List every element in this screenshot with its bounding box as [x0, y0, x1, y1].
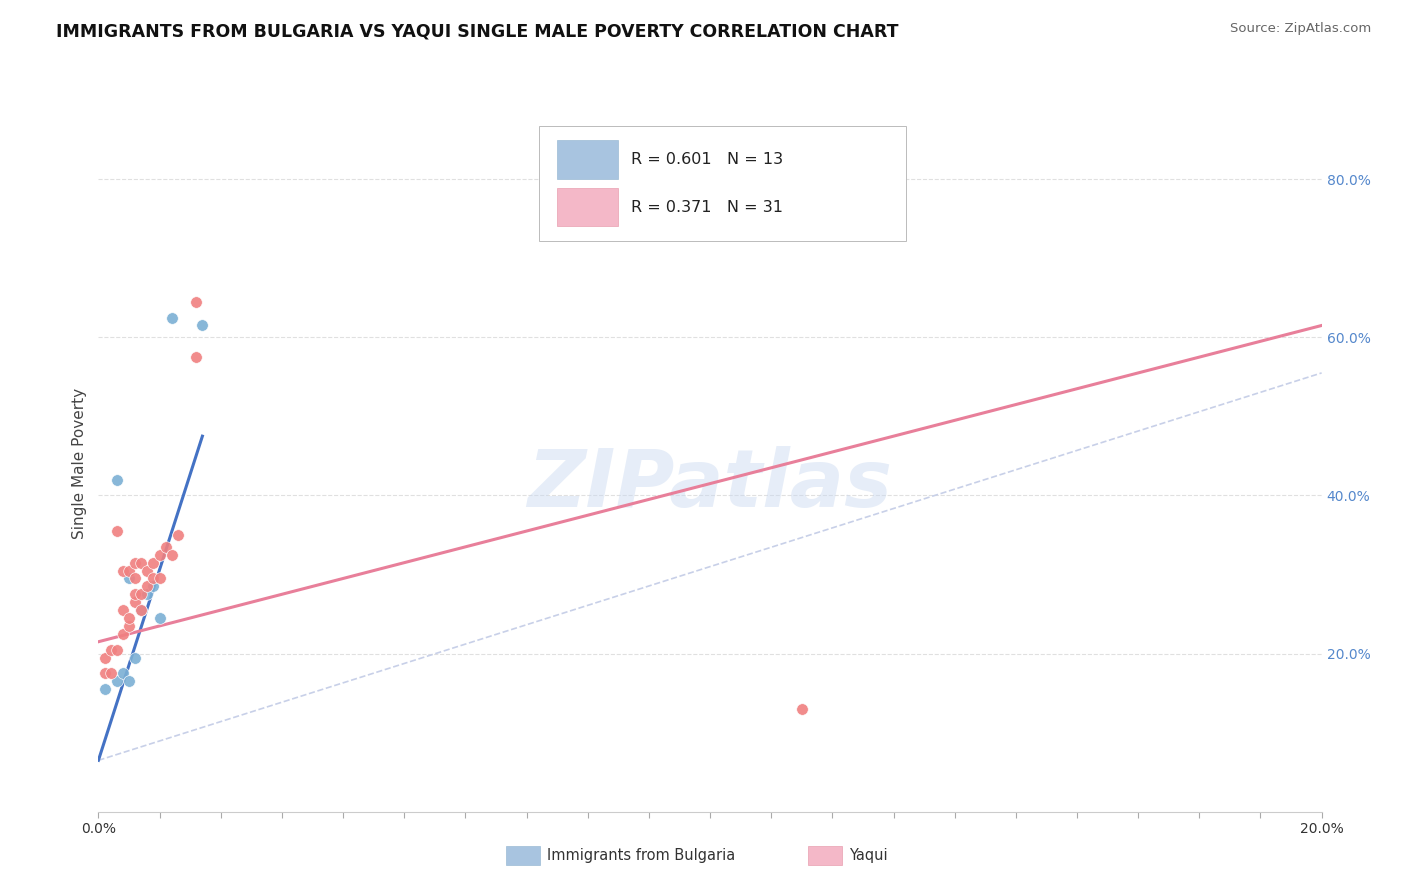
Point — [118, 572, 141, 586]
Point — [118, 564, 141, 578]
Text: R = 0.371   N = 31: R = 0.371 N = 31 — [630, 200, 783, 215]
FancyBboxPatch shape — [557, 187, 619, 226]
Point — [93, 682, 115, 697]
Point — [129, 603, 152, 617]
Point — [124, 587, 146, 601]
FancyBboxPatch shape — [538, 127, 905, 241]
Point — [142, 572, 165, 586]
Point — [167, 528, 190, 542]
Point — [142, 579, 165, 593]
Point — [136, 587, 159, 601]
Point — [136, 564, 159, 578]
Point — [155, 540, 177, 554]
Point — [105, 473, 128, 487]
Point — [191, 318, 214, 333]
Point — [186, 350, 208, 364]
Point — [124, 556, 146, 570]
Point — [160, 310, 183, 325]
Point — [111, 564, 134, 578]
Text: Yaqui: Yaqui — [849, 848, 887, 863]
Point — [111, 603, 134, 617]
Text: Immigrants from Bulgaria: Immigrants from Bulgaria — [547, 848, 735, 863]
Point — [105, 524, 128, 538]
Point — [118, 674, 141, 689]
Point — [124, 650, 146, 665]
Point — [93, 666, 115, 681]
Point — [100, 666, 122, 681]
Text: IMMIGRANTS FROM BULGARIA VS YAQUI SINGLE MALE POVERTY CORRELATION CHART: IMMIGRANTS FROM BULGARIA VS YAQUI SINGLE… — [56, 22, 898, 40]
Point — [149, 572, 172, 586]
Point — [118, 619, 141, 633]
Point — [93, 650, 115, 665]
Text: ZIPatlas: ZIPatlas — [527, 446, 893, 524]
Point — [124, 595, 146, 609]
Text: R = 0.601   N = 13: R = 0.601 N = 13 — [630, 153, 783, 168]
Point — [186, 294, 208, 309]
Point — [105, 642, 128, 657]
Point — [149, 611, 172, 625]
Point — [790, 702, 813, 716]
Point — [160, 548, 183, 562]
Point — [111, 666, 134, 681]
FancyBboxPatch shape — [557, 140, 619, 178]
Point — [118, 611, 141, 625]
Point — [124, 572, 146, 586]
Point — [129, 556, 152, 570]
Point — [136, 579, 159, 593]
Point — [129, 587, 152, 601]
Point — [111, 627, 134, 641]
Point — [142, 556, 165, 570]
Point — [149, 548, 172, 562]
Point — [100, 642, 122, 657]
Y-axis label: Single Male Poverty: Single Male Poverty — [72, 388, 87, 540]
Text: Source: ZipAtlas.com: Source: ZipAtlas.com — [1230, 22, 1371, 36]
Point — [105, 674, 128, 689]
Point — [129, 603, 152, 617]
